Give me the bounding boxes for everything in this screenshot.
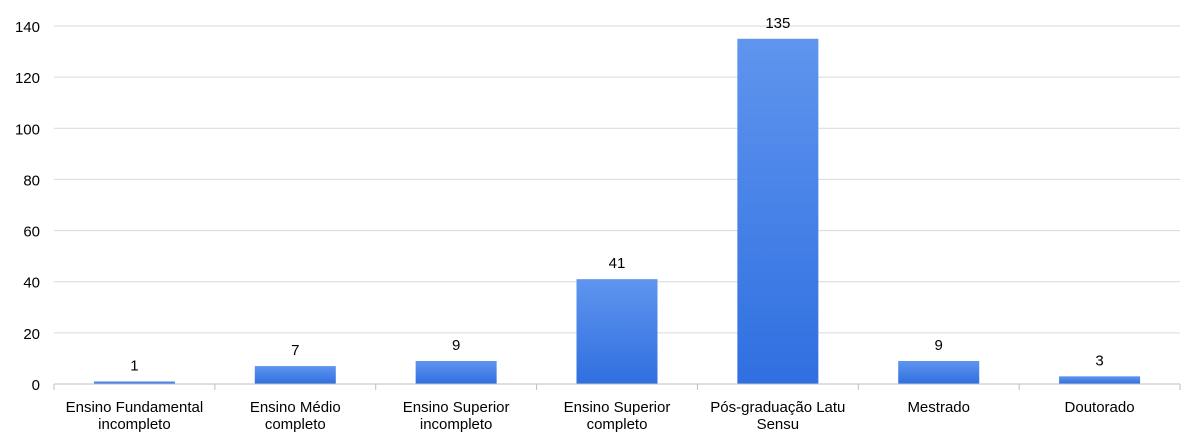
bar xyxy=(898,360,980,384)
x-tick-label: Mestrado xyxy=(907,399,970,416)
x-axis xyxy=(53,383,1181,390)
y-axis-tick-labels: 0 20 40 60 80 100 120 140 xyxy=(15,19,40,394)
data-label: 9 xyxy=(935,337,943,354)
x-tick-label: Ensino Superior completo xyxy=(564,399,671,432)
y-tick-label: 60 xyxy=(23,224,40,241)
bars xyxy=(93,38,1141,385)
bar xyxy=(576,279,658,384)
y-tick-label: 40 xyxy=(23,275,40,292)
data-label: 3 xyxy=(1095,352,1103,369)
y-tick-label: 140 xyxy=(15,19,40,36)
bar xyxy=(93,381,175,384)
bar xyxy=(1059,376,1141,384)
data-label: 135 xyxy=(765,15,790,32)
data-label: 7 xyxy=(291,342,299,359)
bar xyxy=(415,360,497,384)
x-axis-tick-labels: Ensino Fundamental incompleto Ensino Médio… xyxy=(66,399,1135,433)
bar xyxy=(254,366,336,384)
y-tick-label: 0 xyxy=(32,377,40,394)
y-tick-label: 120 xyxy=(15,70,40,87)
x-tick-label: Pós-graduação Latu Sensu xyxy=(710,399,845,432)
x-tick-label: Ensino Médio completo xyxy=(250,399,341,432)
bar xyxy=(737,38,819,385)
x-tick-label: Ensino Fundamental incompleto xyxy=(66,399,204,432)
gridlines xyxy=(54,25,1180,334)
x-tick-label: Doutorado xyxy=(1065,399,1135,416)
data-label: 1 xyxy=(130,357,138,374)
x-tick-label: Ensino Superior incompleto xyxy=(403,399,510,432)
data-label: 41 xyxy=(609,255,626,272)
y-tick-label: 20 xyxy=(23,326,40,343)
data-label: 9 xyxy=(452,337,460,354)
y-tick-label: 80 xyxy=(23,172,40,189)
data-labels: 1 7 9 41 135 9 3 xyxy=(130,15,1103,375)
y-tick-label: 100 xyxy=(15,121,40,138)
